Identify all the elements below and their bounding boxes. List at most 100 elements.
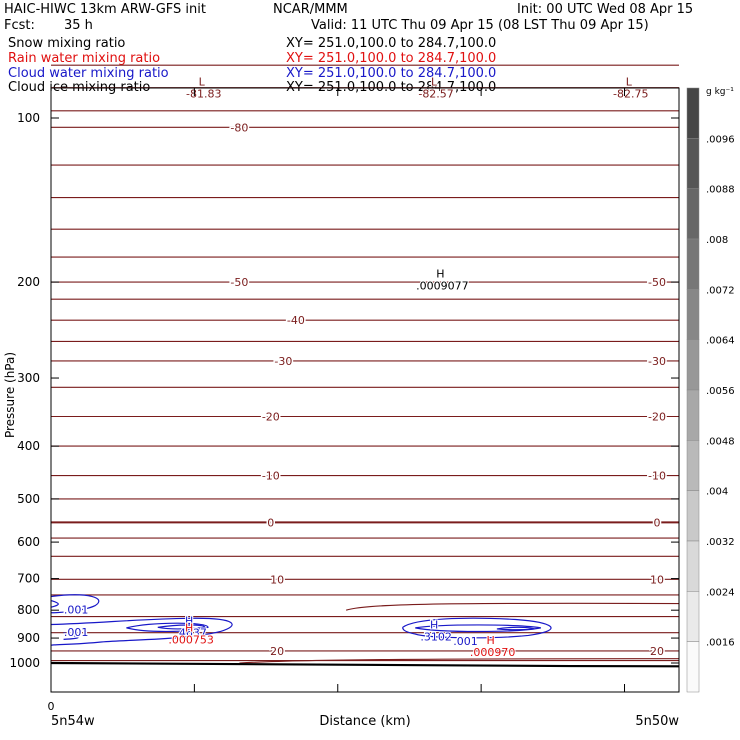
temperature-isotherm [50, 415, 680, 418]
temperature-isotherm [50, 578, 680, 581]
field-snow-xy: XY= 251.0,100.0 to 284.7,100.0 [286, 36, 497, 51]
temperature-contour-label: 10 [270, 573, 284, 586]
temperature-contour-label: -30 [274, 355, 292, 368]
cloud-water-contour-label: .001 [64, 603, 89, 616]
temperature-isotherm [50, 126, 680, 129]
temperature-isotherm [345, 602, 680, 611]
header-line1-left: HAIC-HIWC 13km ARW-GFS init [4, 2, 206, 17]
terrain-line [50, 661, 680, 668]
temperature-contour-label: -40 [287, 314, 305, 327]
header-line1-center: NCAR/MMM [273, 2, 348, 17]
temperature-contour-label: 0 [654, 516, 661, 529]
colorbar-label: .008 [706, 235, 728, 246]
cloud-water-contour [402, 617, 552, 639]
temperature-isotherm [50, 497, 680, 500]
colorbar-bin [686, 540, 700, 592]
cloud-water-contour-label: .001 [453, 635, 478, 648]
colorbar-bin [686, 339, 700, 391]
x-left-end-label: 5n54w [51, 714, 95, 729]
header-valid-time: Valid: 11 UTC Thu 09 Apr 15 (08 LST Thu … [311, 18, 649, 33]
temperature-isotherm [50, 615, 680, 618]
temperature-isotherm [50, 555, 680, 558]
field-snow-name: Snow mixing ratio [8, 36, 126, 51]
temperature-contour-label: -10 [262, 470, 280, 483]
extremum-symbol: H [486, 634, 494, 647]
colorbar-bin [686, 440, 700, 491]
colorbar-bin [686, 641, 700, 693]
colorbar-unit: g kg⁻¹ [706, 87, 734, 97]
colorbar-label: .0096 [706, 134, 735, 145]
extremum-symbol: L [626, 76, 633, 89]
y-tick-label: 700 [17, 572, 40, 586]
colorbar-bin [686, 188, 700, 240]
cloud-water-contour [415, 624, 541, 633]
colorbar-label: .0048 [706, 436, 735, 447]
colorbar-bin [686, 138, 700, 189]
temperature-isotherm [50, 631, 680, 634]
temperature-contour-label: -30 [648, 355, 666, 368]
extremum-value: .000970 [470, 646, 516, 659]
colorbar: .0096 .0088 .008 .0072 .0064 .0056 .0048 .004 .0… [686, 87, 735, 693]
extremum-value: -81.83 [186, 88, 221, 101]
colorbar-label: .0056 [706, 386, 735, 397]
temperature-isotherm [50, 520, 680, 524]
y-tick-label: 200 [17, 275, 40, 289]
header-fcst-label: Fcst: [4, 18, 35, 33]
field-cloud-water-name: Cloud water mixing ratio [8, 66, 169, 81]
temperature-isotherm [50, 196, 680, 199]
colorbar-label: .0064 [706, 336, 735, 347]
y-tick-label: 900 [17, 631, 40, 645]
extremum-symbol: H [185, 622, 193, 635]
x-tick-label: 0 [48, 700, 55, 713]
y-tick-label: 500 [17, 492, 40, 506]
cloud-water-contour [126, 622, 209, 633]
extremum-value: -82.57 [418, 88, 453, 101]
field-rain-name: Rain water mixing ratio [8, 51, 161, 66]
extremum-value: .000753 [168, 634, 214, 647]
y-tick-label: 400 [17, 439, 40, 453]
temperature-isotherm [50, 281, 680, 284]
field-cloud-water-xy: XY= 251.0,100.0 to 284.7,100.0 [286, 66, 497, 81]
header-line1-right: Init: 00 UTC Wed 08 Apr 15 [517, 2, 694, 17]
temperature-contour-label: -80 [230, 121, 248, 134]
temperature-contour-label: -20 [262, 411, 280, 424]
y-tick-label: 600 [17, 535, 40, 549]
colorbar-label: .0032 [706, 537, 735, 548]
extremum-symbol: H [436, 268, 444, 281]
colorbar-bin [686, 87, 700, 139]
y-tick-label: 1000 [9, 656, 40, 670]
temperature-contour-label: 0 [267, 516, 274, 529]
colorbar-label: .0016 [706, 638, 735, 649]
colorbar-bin [686, 490, 700, 542]
cloud-water-contour [496, 626, 535, 631]
y-tick-label: 800 [17, 603, 40, 617]
temperature-isotherm [50, 359, 680, 362]
y-tick-label: 300 [17, 371, 40, 385]
temperature-contour-label: 20 [270, 645, 284, 658]
extremum-value: .3102 [420, 631, 452, 644]
extremum-symbol: H [185, 614, 193, 627]
colorbar-label: .004 [706, 487, 728, 498]
field-rain-xy: XY= 251.0,100.0 to 284.7,100.0 [286, 51, 497, 66]
plot-frame [50, 87, 680, 693]
extremum-symbol: H [430, 619, 438, 632]
temperature-contour-label: -50 [648, 276, 666, 289]
colorbar-bin [686, 389, 700, 441]
x-axis-label: Distance (km) [319, 714, 410, 729]
cloud-water-contour [157, 624, 206, 630]
y-axis-label: Pressure (hPa) [3, 352, 17, 438]
cloud-water-contour [50, 594, 100, 614]
cloud-water-contour [50, 617, 233, 646]
temperature-isotherm [50, 340, 680, 343]
temperature-isotherm [50, 109, 680, 112]
temperature-isotherm [50, 298, 680, 301]
temperature-contour-label: 20 [650, 645, 664, 658]
y-tick-label: 100 [17, 111, 40, 125]
colorbar-label: .0072 [706, 285, 735, 296]
temperature-contour-label: -10 [648, 470, 666, 483]
colorbar-bin [686, 238, 700, 290]
cloud-water-contour [63, 632, 79, 640]
temperature-isotherm [50, 228, 680, 231]
temperature-contour-label: 10 [650, 573, 664, 586]
